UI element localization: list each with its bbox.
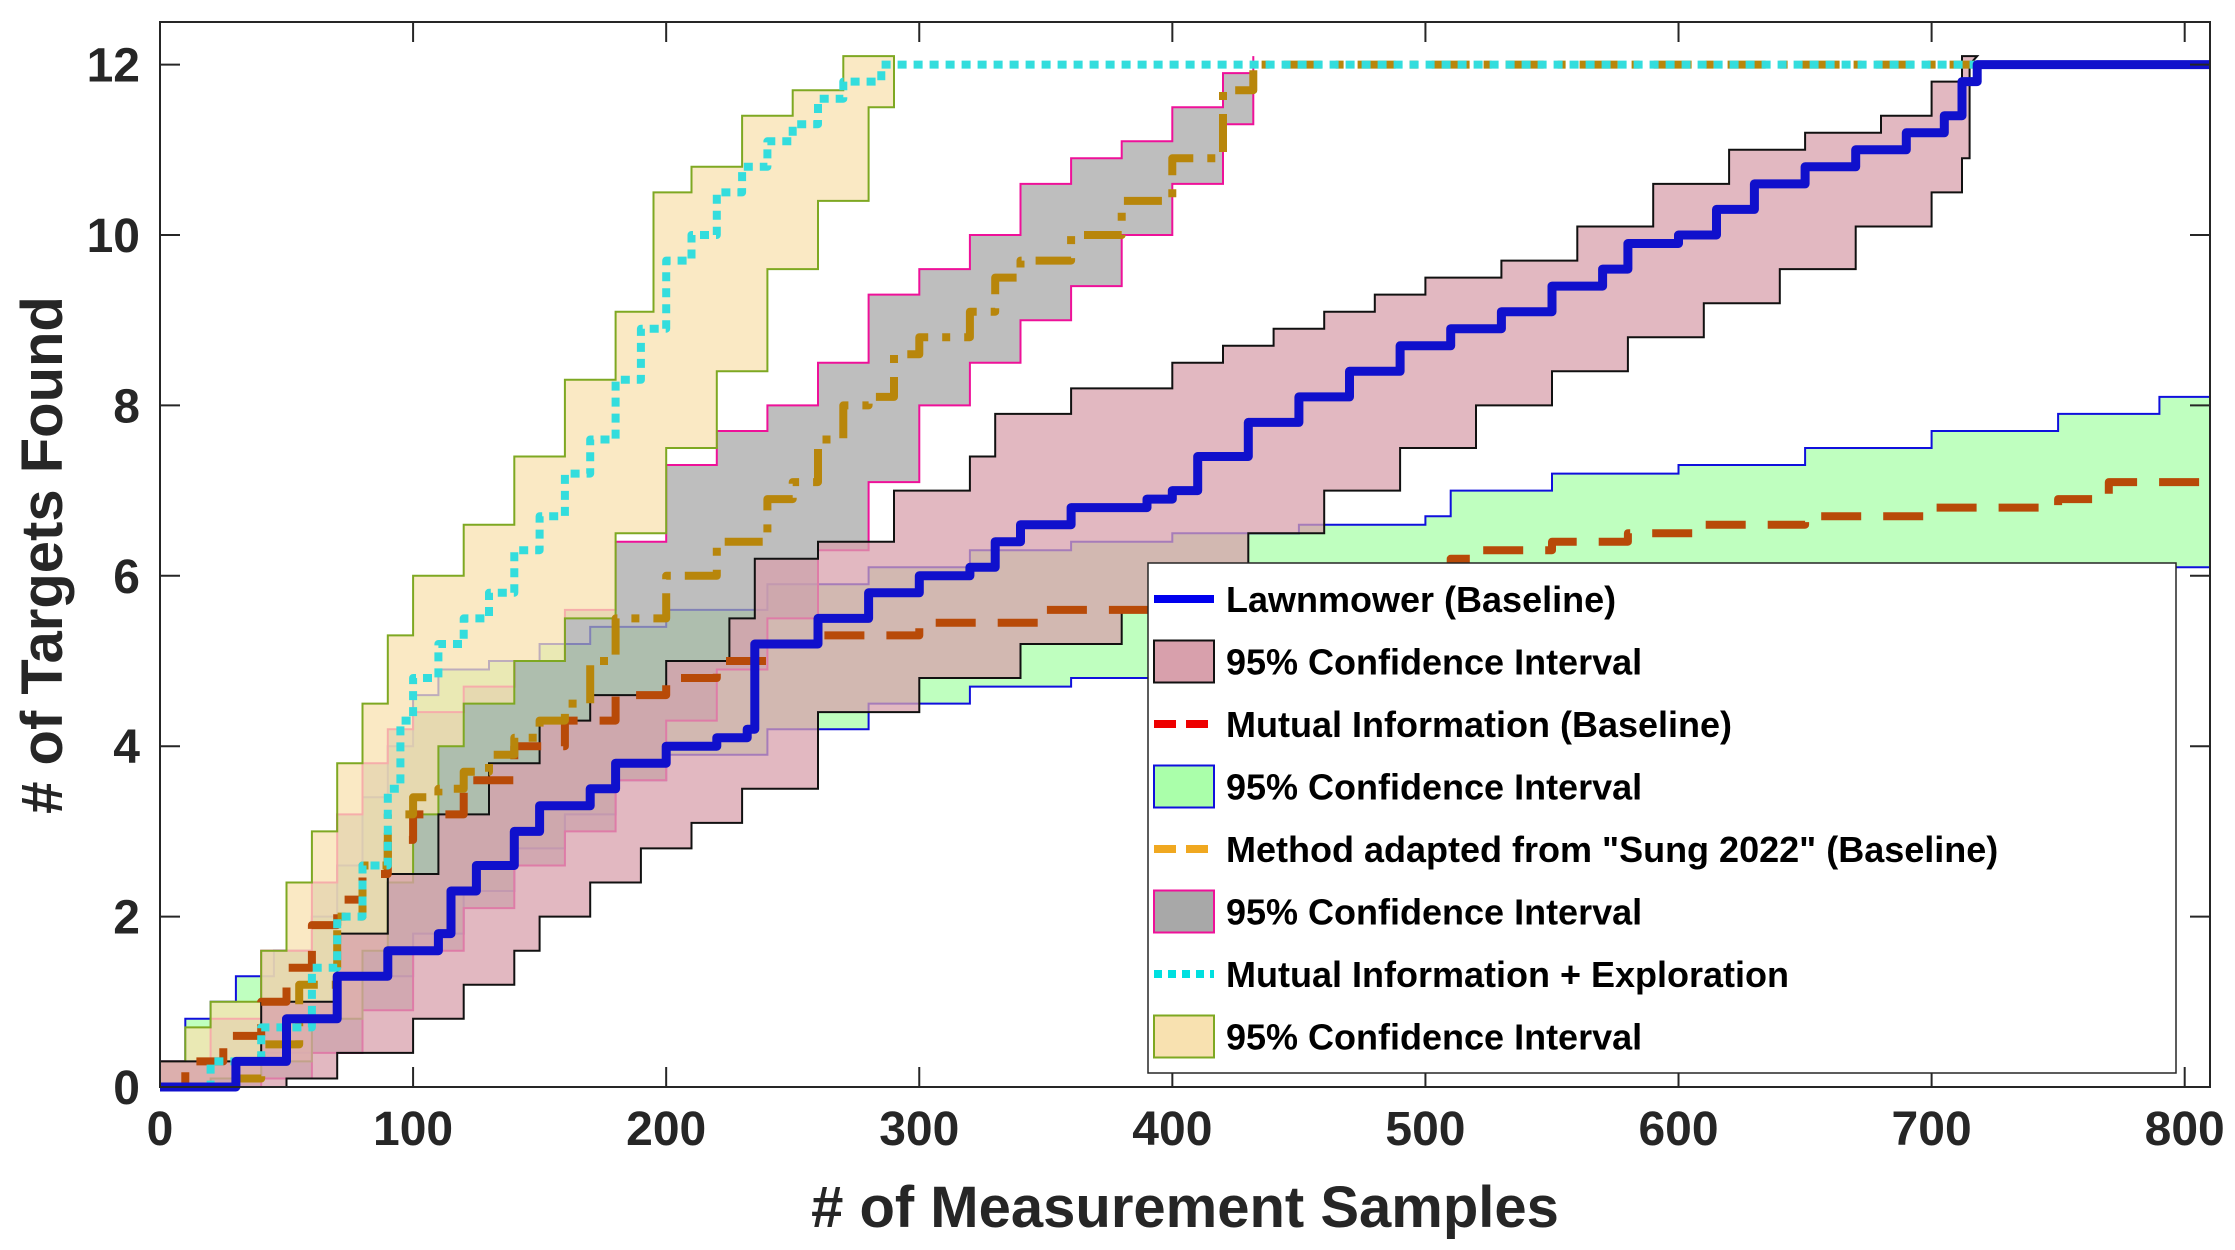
y-tick-label: 8 [113, 380, 140, 433]
legend-patch-swatch [1153, 1014, 1215, 1059]
legend-label: Mutual Information (Baseline) [1226, 704, 1732, 745]
y-tick-label: 0 [113, 1062, 140, 1115]
legend-patch-swatch [1153, 639, 1215, 684]
legend-label: 95% Confidence Interval [1226, 767, 1642, 808]
x-tick-label: 0 [147, 1103, 174, 1156]
legend-label: 95% Confidence Interval [1226, 642, 1642, 683]
legend-label: Lawnmower (Baseline) [1226, 579, 1616, 620]
y-tick-label: 12 [87, 40, 140, 93]
x-axis-label: # of Measurement Samples [811, 1175, 1559, 1240]
legend: Lawnmower (Baseline) 95% Confidence Inter… [1147, 562, 2177, 1074]
x-tick-label: 400 [1132, 1103, 1212, 1156]
legend-patch-swatch [1153, 889, 1215, 934]
x-tick-label: 700 [1892, 1103, 1972, 1156]
y-axis-ticks: 0 2 4 6 8 10 12 [87, 40, 2210, 1115]
x-tick-label: 300 [879, 1103, 959, 1156]
legend-label: Method adapted from "Sung 2022" (Baselin… [1226, 829, 1998, 870]
y-tick-label: 10 [87, 210, 140, 263]
x-axis-ticks: 0 100 200 300 400 500 600 700 800 [147, 22, 2225, 1156]
y-tick-label: 6 [113, 551, 140, 604]
legend-label: 95% Confidence Interval [1226, 1017, 1642, 1058]
confidence-band-3 [159, 55, 895, 1088]
mean-line-1 [160, 473, 2214, 1091]
mean-lines [160, 60, 2214, 1092]
x-tick-label: 800 [2145, 1103, 2225, 1156]
legend-patch-swatch [1153, 764, 1215, 809]
x-tick-label: 100 [373, 1103, 453, 1156]
mean-line-4 [160, 60, 2210, 1092]
mean-line-3 [160, 60, 2210, 1091]
y-tick-label: 4 [113, 721, 140, 774]
x-tick-label: 200 [626, 1103, 706, 1156]
y-axis-label: # of Targets Found [10, 296, 75, 814]
plot-frame [159, 21, 2211, 1088]
y-tick-label: 2 [113, 892, 140, 945]
mean-line-2 [160, 60, 2210, 1091]
x-tick-label: 600 [1638, 1103, 1718, 1156]
legend-label: Mutual Information + Exploration [1226, 954, 1789, 995]
x-tick-label: 500 [1385, 1103, 1465, 1156]
legend-label: 95% Confidence Interval [1226, 892, 1642, 933]
legend-box [1147, 562, 2177, 1074]
